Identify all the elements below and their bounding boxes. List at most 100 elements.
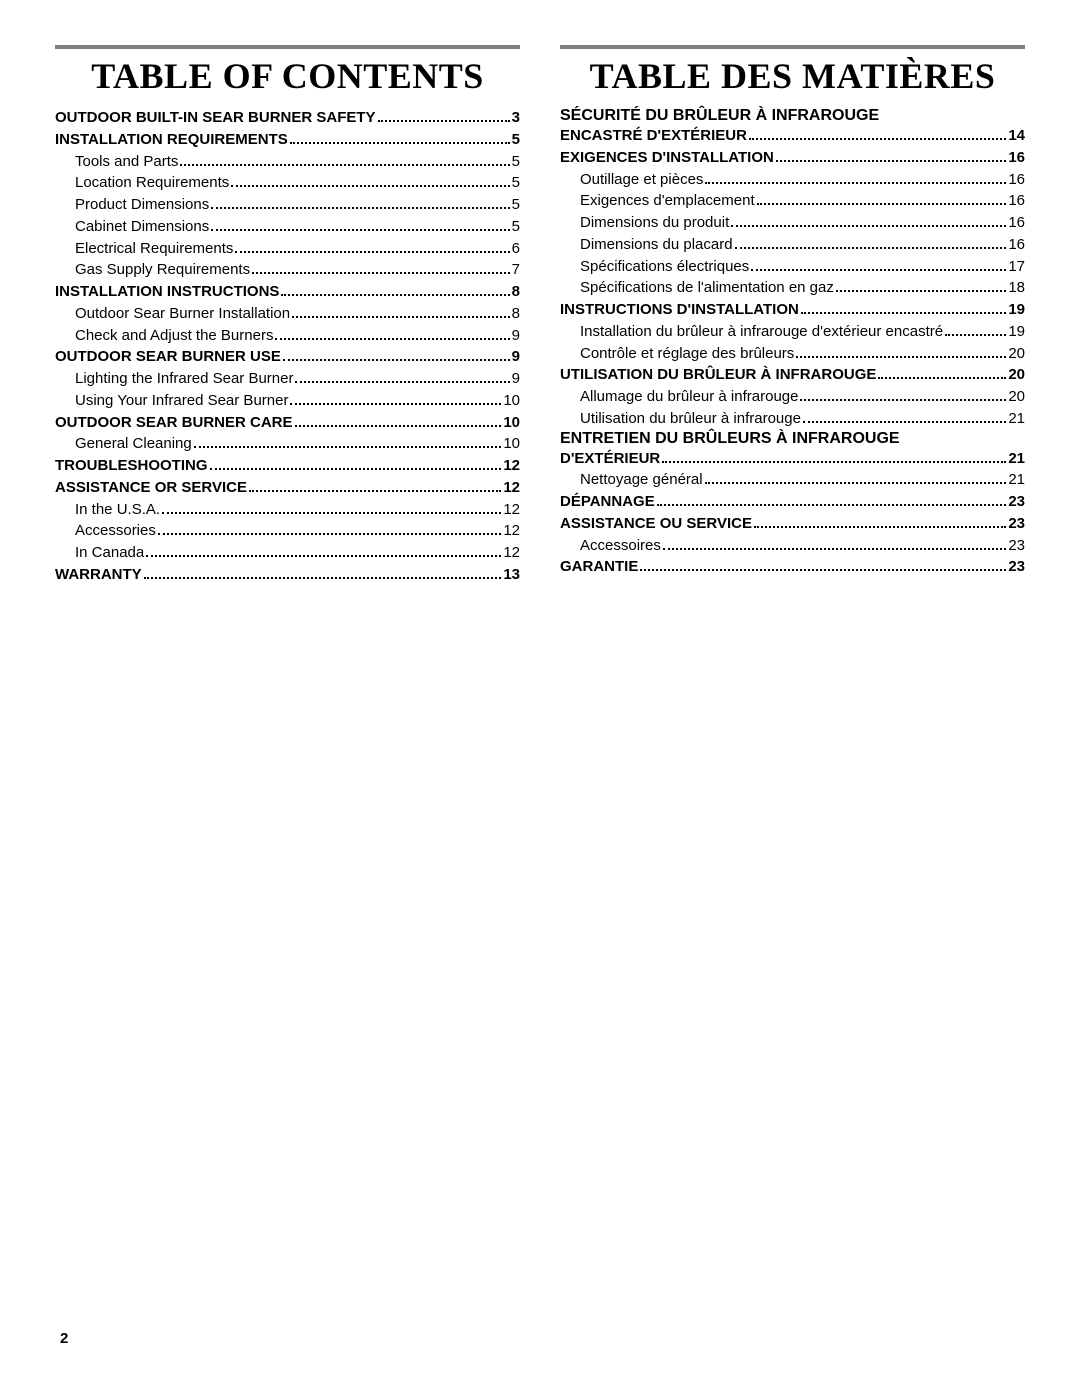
toc-leader bbox=[796, 356, 1006, 358]
toc-entry-page: 20 bbox=[1008, 364, 1025, 386]
toc-entry-label: ENTRETIEN DU BRÛLEURS À INFRAROUGE bbox=[560, 430, 900, 448]
toc-entry-label: Nettoyage général bbox=[580, 469, 703, 491]
toc-entry-label: Outillage et pièces bbox=[580, 169, 703, 191]
toc-entry: Accessoires23 bbox=[560, 535, 1025, 557]
toc-leader bbox=[751, 269, 1006, 271]
columns-wrap: Table Of Contents OUTDOOR BUILT-IN SEAR … bbox=[55, 45, 1025, 586]
page-number: 2 bbox=[60, 1330, 68, 1347]
toc-leader bbox=[378, 120, 510, 122]
toc-entry: Check and Adjust the Burners9 bbox=[55, 325, 520, 347]
toc-entry-label: OUTDOOR SEAR BURNER USE bbox=[55, 346, 281, 368]
toc-entry: Allumage du brûleur à infrarouge20 bbox=[560, 386, 1025, 408]
toc-entry-label: EXIGENCES D'INSTALLATION bbox=[560, 147, 774, 169]
toc-entry-label: Allumage du brûleur à infrarouge bbox=[580, 386, 798, 408]
toc-entry: Tools and Parts5 bbox=[55, 151, 520, 173]
toc-entry-label: INSTRUCTIONS D'INSTALLATION bbox=[560, 299, 799, 321]
toc-entry: Product Dimensions5 bbox=[55, 194, 520, 216]
toc-entry-label: ENCASTRÉ D'EXTÉRIEUR bbox=[560, 125, 747, 147]
toc-entry-label: WARRANTY bbox=[55, 564, 142, 586]
toc-entry: Outdoor Sear Burner Installation8 bbox=[55, 303, 520, 325]
toc-entry-label: D'EXTÉRIEUR bbox=[560, 448, 660, 470]
toc-entry-page: 23 bbox=[1008, 556, 1025, 578]
toc-entry: WARRANTY13 bbox=[55, 564, 520, 586]
toc-entry-label: Dimensions du placard bbox=[580, 234, 733, 256]
toc-leader bbox=[836, 290, 1006, 292]
column-right: Table Des Matières SÉCURITÉ DU BRÛLEUR À… bbox=[560, 45, 1025, 586]
toc-leader bbox=[801, 312, 1006, 314]
toc-entry-label: Accessories bbox=[75, 520, 156, 542]
toc-entry: In Canada12 bbox=[55, 542, 520, 564]
toc-entry: General Cleaning10 bbox=[55, 433, 520, 455]
toc-leader bbox=[162, 512, 501, 514]
column-left: Table Of Contents OUTDOOR BUILT-IN SEAR … bbox=[55, 45, 520, 586]
toc-leader bbox=[663, 548, 1006, 550]
toc-entry-page: 16 bbox=[1008, 234, 1025, 256]
toc-entry-label: SÉCURITÉ DU BRÛLEUR À INFRAROUGE bbox=[560, 107, 879, 125]
toc-entry: ASSISTANCE OR SERVICE12 bbox=[55, 477, 520, 499]
toc-entry-page: 12 bbox=[503, 520, 520, 542]
toc-entry-page: 8 bbox=[512, 281, 520, 303]
toc-leader bbox=[290, 142, 510, 144]
toc-leader bbox=[231, 185, 509, 187]
toc-entry-page: 8 bbox=[512, 303, 520, 325]
toc-entry-label: INSTALLATION REQUIREMENTS bbox=[55, 129, 288, 151]
toc-entry: ASSISTANCE OU SERVICE23 bbox=[560, 513, 1025, 535]
toc-entry-label: In the U.S.A. bbox=[75, 499, 160, 521]
toc-entry-page: 12 bbox=[503, 542, 520, 564]
toc-leader bbox=[640, 569, 1006, 571]
toc-entry-label: DÉPANNAGE bbox=[560, 491, 655, 513]
toc-leader bbox=[754, 526, 1006, 528]
toc-entry: Exigences d'emplacement 16 bbox=[560, 190, 1025, 212]
toc-leader bbox=[290, 403, 501, 405]
toc-entry: Using Your Infrared Sear Burner10 bbox=[55, 390, 520, 412]
toc-entry: Utilisation du brûleur à infrarouge21 bbox=[560, 408, 1025, 430]
column-title: Table Of Contents bbox=[55, 55, 520, 97]
toc-entry-label: Location Requirements bbox=[75, 172, 229, 194]
toc-entry-page: 16 bbox=[1008, 190, 1025, 212]
toc-entry-page: 5 bbox=[512, 172, 520, 194]
toc-entry: EXIGENCES D'INSTALLATION16 bbox=[560, 147, 1025, 169]
toc-list-left: OUTDOOR BUILT-IN SEAR BURNER SAFETY3INST… bbox=[55, 107, 520, 586]
toc-entry-page: 10 bbox=[503, 412, 520, 434]
toc-entry: Dimensions du placard 16 bbox=[560, 234, 1025, 256]
toc-entry-label: Utilisation du brûleur à infrarouge bbox=[580, 408, 801, 430]
toc-entry-label: ASSISTANCE OR SERVICE bbox=[55, 477, 247, 499]
toc-entry-label: Gas Supply Requirements bbox=[75, 259, 250, 281]
toc-entry-page: 6 bbox=[512, 238, 520, 260]
toc-leader bbox=[878, 377, 1006, 379]
toc-leader bbox=[945, 334, 1006, 336]
column-rule bbox=[55, 45, 520, 49]
toc-entry-page: 16 bbox=[1008, 212, 1025, 234]
toc-leader bbox=[275, 338, 509, 340]
toc-entry-page: 21 bbox=[1008, 469, 1025, 491]
toc-entry: Installation du brûleur à infrarouge d'e… bbox=[560, 321, 1025, 343]
toc-entry-label: Cabinet Dimensions bbox=[75, 216, 209, 238]
toc-entry: Outillage et pièces16 bbox=[560, 169, 1025, 191]
toc-entry: ENTRETIEN DU BRÛLEURS À INFRAROUGED'EXTÉ… bbox=[560, 430, 1025, 470]
toc-entry-label: OUTDOOR SEAR BURNER CARE bbox=[55, 412, 293, 434]
toc-entry: INSTRUCTIONS D'INSTALLATION19 bbox=[560, 299, 1025, 321]
toc-leader bbox=[210, 468, 502, 470]
toc-leader bbox=[295, 381, 509, 383]
toc-leader bbox=[252, 272, 510, 274]
toc-leader bbox=[283, 359, 510, 361]
toc-entry-label: INSTALLATION INSTRUCTIONS bbox=[55, 281, 279, 303]
toc-leader bbox=[158, 533, 501, 535]
toc-entry: Cabinet Dimensions5 bbox=[55, 216, 520, 238]
toc-entry-label: Spécifications électriques bbox=[580, 256, 749, 278]
toc-leader bbox=[705, 482, 1007, 484]
toc-entry: Location Requirements 5 bbox=[55, 172, 520, 194]
toc-entry: Gas Supply Requirements7 bbox=[55, 259, 520, 281]
column-rule bbox=[560, 45, 1025, 49]
toc-entry: SÉCURITÉ DU BRÛLEUR À INFRAROUGEENCASTRÉ… bbox=[560, 107, 1025, 147]
toc-entry-label: Exigences d'emplacement bbox=[580, 190, 755, 212]
toc-list-right: SÉCURITÉ DU BRÛLEUR À INFRAROUGEENCASTRÉ… bbox=[560, 107, 1025, 578]
toc-entry-label: Product Dimensions bbox=[75, 194, 209, 216]
toc-leader bbox=[144, 577, 502, 579]
toc-entry-label: OUTDOOR BUILT-IN SEAR BURNER SAFETY bbox=[55, 107, 376, 129]
toc-leader bbox=[211, 229, 509, 231]
toc-entry: Spécifications de l'alimentation en gaz1… bbox=[560, 277, 1025, 299]
toc-entry-page: 12 bbox=[503, 455, 520, 477]
toc-entry-label: General Cleaning bbox=[75, 433, 192, 455]
toc-entry-label: Check and Adjust the Burners bbox=[75, 325, 273, 347]
